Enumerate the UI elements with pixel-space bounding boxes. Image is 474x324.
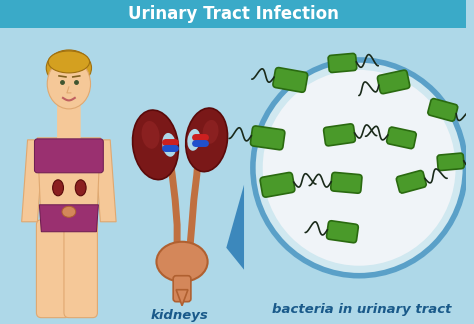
Polygon shape	[37, 138, 100, 230]
Ellipse shape	[187, 129, 201, 151]
FancyBboxPatch shape	[250, 126, 285, 150]
Polygon shape	[226, 185, 244, 270]
Polygon shape	[39, 205, 99, 232]
Ellipse shape	[47, 59, 91, 109]
Text: kidneys: kidneys	[150, 309, 208, 322]
Ellipse shape	[142, 121, 160, 149]
Ellipse shape	[186, 108, 228, 172]
FancyBboxPatch shape	[396, 170, 426, 193]
Ellipse shape	[46, 50, 91, 86]
Text: bacteria in urinary tract: bacteria in urinary tract	[273, 303, 452, 316]
Text: Urinary Tract Infection: Urinary Tract Infection	[128, 5, 338, 23]
Ellipse shape	[133, 110, 178, 179]
FancyBboxPatch shape	[35, 139, 103, 173]
FancyBboxPatch shape	[331, 172, 362, 193]
FancyBboxPatch shape	[64, 220, 98, 318]
FancyBboxPatch shape	[260, 172, 295, 197]
FancyBboxPatch shape	[324, 124, 356, 146]
FancyBboxPatch shape	[328, 53, 357, 73]
Polygon shape	[176, 290, 188, 306]
FancyBboxPatch shape	[387, 127, 416, 149]
Ellipse shape	[53, 180, 64, 196]
FancyBboxPatch shape	[36, 220, 70, 318]
FancyBboxPatch shape	[273, 68, 308, 92]
Polygon shape	[94, 140, 116, 222]
FancyBboxPatch shape	[0, 0, 466, 28]
FancyBboxPatch shape	[173, 276, 191, 302]
Ellipse shape	[202, 120, 219, 144]
FancyBboxPatch shape	[437, 153, 464, 170]
FancyBboxPatch shape	[327, 221, 358, 243]
Ellipse shape	[162, 133, 176, 157]
Ellipse shape	[48, 51, 90, 73]
Ellipse shape	[75, 180, 86, 196]
Circle shape	[263, 70, 456, 266]
Ellipse shape	[62, 206, 76, 217]
Circle shape	[253, 60, 465, 276]
FancyBboxPatch shape	[377, 70, 410, 94]
FancyBboxPatch shape	[57, 104, 81, 142]
Polygon shape	[22, 140, 43, 222]
Ellipse shape	[156, 242, 208, 282]
FancyBboxPatch shape	[428, 98, 458, 121]
